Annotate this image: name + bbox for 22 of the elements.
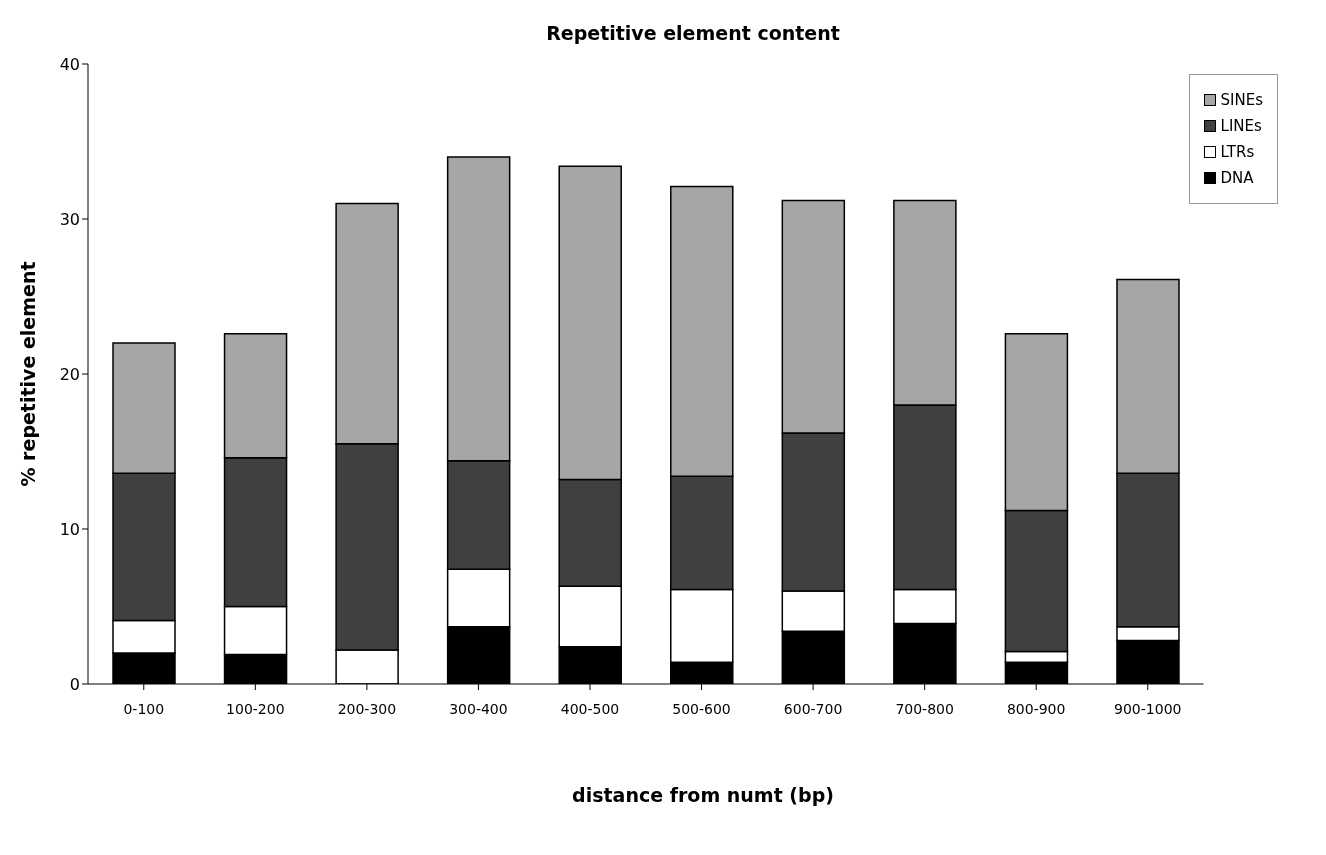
x-tick-label: 600-700: [783, 700, 843, 717]
x-tick-label: 200-300: [337, 700, 397, 717]
legend-label: DNA: [1220, 169, 1254, 187]
x-tick-label: 400-500: [560, 700, 620, 717]
x-tick-label: 900-1000: [1114, 700, 1182, 717]
y-tick-label: 10: [59, 519, 80, 539]
x-tick-label: 500-600: [672, 700, 731, 717]
x-tick-label: 800-900: [1006, 700, 1066, 717]
legend-label: LINEs: [1220, 117, 1262, 135]
x-tick-label: 300-400: [449, 700, 508, 717]
legend-label: LTRs: [1220, 143, 1255, 161]
x-tick-label: 0-100: [123, 700, 165, 717]
legend-label: SINEs: [1220, 91, 1263, 109]
y-tick-label: 0: [69, 674, 80, 694]
y-tick-label: 30: [59, 209, 80, 229]
chart-title: Repetitive element content: [545, 22, 841, 44]
x-tick-label: 100-200: [226, 700, 285, 717]
y-tick-label: 20: [59, 364, 80, 384]
y-axis-title: % repetitive element: [17, 261, 39, 487]
x-tick-label: 700-800: [895, 700, 954, 717]
x-axis-title: distance from numt (bp): [571, 784, 835, 806]
y-tick-label: 40: [59, 54, 80, 74]
